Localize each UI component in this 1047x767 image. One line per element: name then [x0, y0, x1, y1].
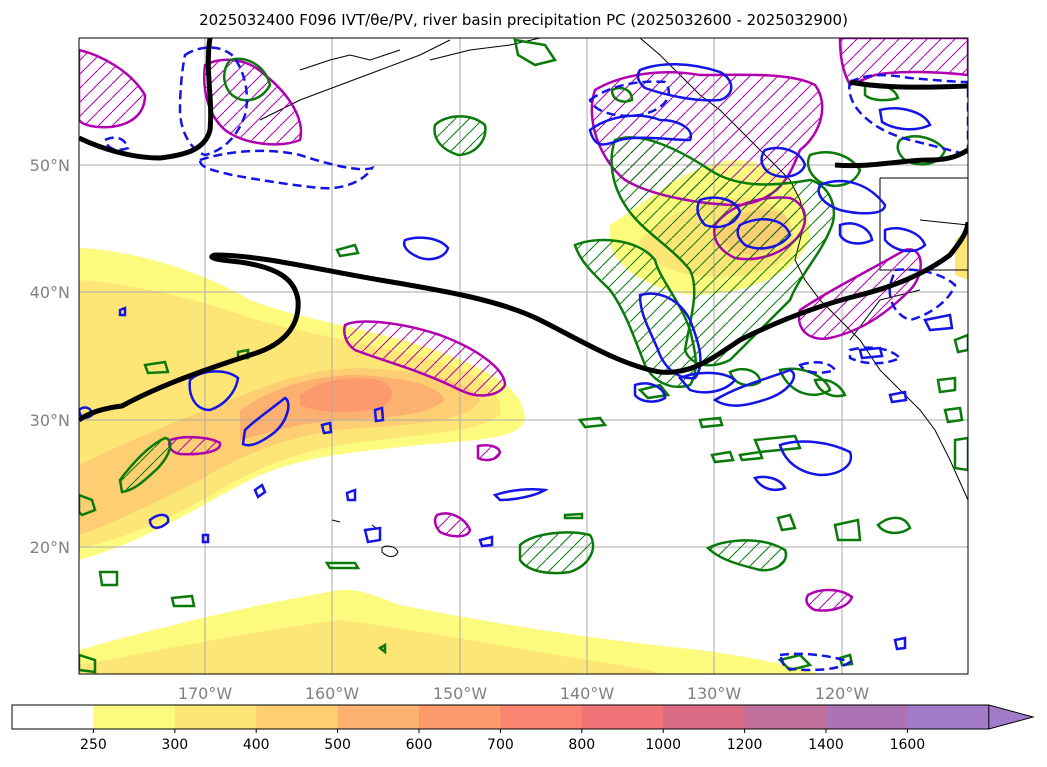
- lon-label: 120°W: [815, 684, 870, 703]
- colorbar-tick-label: 250: [80, 737, 107, 753]
- map-title: 2025032400 F096 IVT/θe/PV, river basin p…: [199, 11, 848, 29]
- lat-label: 40°N: [30, 283, 70, 302]
- colorbar-segment: [581, 705, 664, 729]
- colorbar-segment: [826, 705, 908, 729]
- ivt-shading-south: [79, 589, 820, 674]
- colorbar-tick-label: 700: [487, 737, 514, 753]
- colorbar-segment: [419, 705, 501, 729]
- colorbar-segment: [744, 705, 827, 729]
- colorbar-segment: [907, 705, 990, 729]
- colorbar-tick-label: 1400: [808, 737, 844, 753]
- lon-label: 150°W: [433, 684, 488, 703]
- lon-label: 160°W: [305, 684, 360, 703]
- colorbar: 250 300 400 500 600 700 800 1000 1200 1400 1600: [11, 704, 1035, 753]
- theta-e-contours-solid: [79, 63, 954, 651]
- lon-label: 170°W: [178, 684, 233, 703]
- precip-contours: [79, 38, 968, 674]
- lon-label: 130°W: [687, 684, 742, 703]
- colorbar-tick-label: 1000: [645, 737, 681, 753]
- lat-labels: 50°N 40°N 30°N 20°N: [30, 156, 70, 557]
- colorbar-segment: [663, 705, 746, 729]
- colorbar-segment: [337, 705, 420, 729]
- colorbar-extend-arrow: [988, 704, 1035, 730]
- lat-label: 50°N: [30, 156, 70, 175]
- lon-labels: 170°W 160°W 150°W 140°W 130°W 120°W: [178, 684, 870, 703]
- pv-contour: [79, 38, 968, 423]
- hatched-regions: [79, 38, 968, 612]
- lat-label: 20°N: [30, 538, 70, 557]
- colorbar-tick-label: 800: [568, 737, 595, 753]
- colorbar-tick-label: 1200: [727, 737, 763, 753]
- colorbar-tick-label: 300: [161, 737, 188, 753]
- colorbar-tick-label: 500: [324, 737, 351, 753]
- colorbar-segment: [256, 705, 339, 729]
- colorbar-tick-label: 400: [243, 737, 270, 753]
- lat-label: 30°N: [30, 411, 70, 430]
- colorbar-segment: [12, 705, 94, 729]
- lon-label: 140°W: [560, 684, 615, 703]
- colorbar-tick-label: 600: [406, 737, 433, 753]
- colorbar-tick-label: 1600: [890, 737, 926, 753]
- map-frame: [78, 37, 969, 675]
- colorbar-segment: [93, 705, 176, 729]
- colorbar-segment: [174, 705, 257, 729]
- colorbar-segment: [500, 705, 583, 729]
